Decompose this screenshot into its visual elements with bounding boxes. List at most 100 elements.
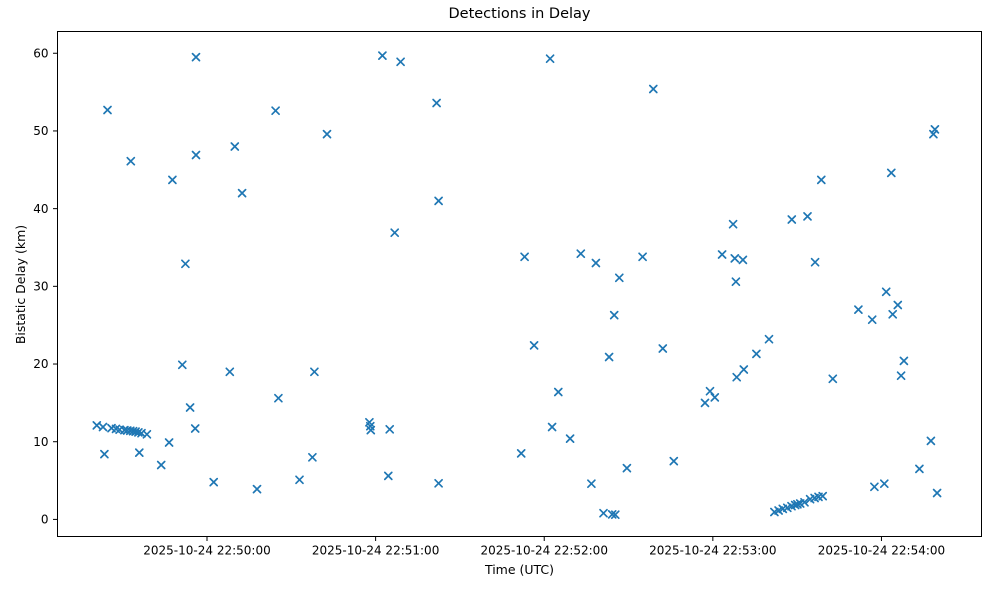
y-tick-label: 20 xyxy=(33,357,48,371)
data-point-marker xyxy=(134,448,144,457)
data-point-marker xyxy=(516,449,526,458)
scatter-points xyxy=(92,51,942,520)
data-point-marker xyxy=(854,305,863,314)
data-point-marker xyxy=(599,508,608,518)
data-point-marker xyxy=(378,51,387,60)
data-point-marker xyxy=(142,429,152,439)
data-point-marker xyxy=(700,398,710,408)
data-point-marker xyxy=(896,371,906,381)
data-point-marker xyxy=(100,449,109,459)
data-point-marker xyxy=(553,387,563,397)
data-point-marker xyxy=(98,422,108,432)
data-point-marker xyxy=(230,142,240,151)
data-point-marker xyxy=(879,479,889,489)
data-point-marker xyxy=(271,106,280,116)
data-point-marker xyxy=(383,471,393,481)
data-point-marker xyxy=(390,228,400,238)
data-point-marker xyxy=(710,393,720,402)
data-point-marker xyxy=(191,52,201,62)
data-point-marker xyxy=(310,367,319,377)
data-point-marker xyxy=(126,156,136,166)
data-point-marker xyxy=(622,463,632,473)
data-point-marker xyxy=(732,372,742,382)
data-point-marker xyxy=(867,315,877,325)
data-point-marker xyxy=(787,215,797,224)
data-point-marker xyxy=(434,478,443,488)
data-point-marker xyxy=(638,252,647,262)
data-point-marker xyxy=(252,484,262,494)
data-point-marker xyxy=(705,386,715,396)
data-point-marker xyxy=(520,252,529,262)
data-point-marker xyxy=(591,258,601,268)
data-point-marker xyxy=(164,438,174,447)
data-point-marker xyxy=(607,510,617,519)
data-point-marker xyxy=(739,365,749,374)
data-point-marker xyxy=(237,188,247,198)
data-point-marker xyxy=(730,254,740,263)
x-tick-label: 2025-10-24 22:50:00 xyxy=(143,543,270,557)
data-point-marker xyxy=(432,98,441,108)
data-point-marker xyxy=(610,510,620,520)
data-point-marker xyxy=(728,219,738,229)
data-point-marker xyxy=(915,464,924,474)
x-tick-label: 2025-10-24 22:53:00 xyxy=(649,543,776,557)
y-tick-label: 30 xyxy=(33,280,48,294)
data-point-marker xyxy=(738,255,748,265)
data-point-marker xyxy=(828,374,838,384)
data-point-marker xyxy=(156,460,166,470)
data-point-marker xyxy=(547,422,557,432)
data-point-marker xyxy=(810,257,820,267)
data-point-marker xyxy=(717,250,727,259)
data-point-marker xyxy=(886,168,896,178)
y-tick-label: 60 xyxy=(33,46,48,60)
x-axis-label: Time (UTC) xyxy=(484,562,555,577)
y-tick-label: 0 xyxy=(41,513,49,527)
axes-frame xyxy=(57,31,982,537)
data-point-marker xyxy=(803,212,812,221)
data-point-marker xyxy=(764,334,774,344)
data-point-marker xyxy=(190,424,200,433)
data-point-marker xyxy=(870,482,879,492)
data-point-marker xyxy=(209,477,219,487)
data-point-marker xyxy=(322,129,332,139)
data-point-marker xyxy=(295,475,304,485)
x-tick-label: 2025-10-24 22:51:00 xyxy=(312,543,439,557)
data-point-marker xyxy=(181,259,190,269)
data-point-marker xyxy=(308,452,317,462)
data-point-marker xyxy=(926,436,936,446)
data-point-marker xyxy=(929,129,938,139)
data-point-marker xyxy=(731,277,741,287)
data-point-marker xyxy=(385,424,395,434)
data-point-marker xyxy=(609,310,619,320)
data-point-marker xyxy=(366,425,376,435)
data-point-marker xyxy=(576,249,586,259)
data-point-marker xyxy=(816,175,826,185)
data-point-marker xyxy=(396,57,405,67)
data-point-marker xyxy=(899,356,909,366)
data-point-marker xyxy=(614,273,624,283)
plot-title: Detections in Delay xyxy=(448,6,591,22)
x-tick-label: 2025-10-24 22:54:00 xyxy=(818,543,945,557)
y-tick-label: 40 xyxy=(33,202,48,216)
data-point-marker xyxy=(818,491,828,501)
data-point-marker xyxy=(103,105,112,115)
data-point-marker xyxy=(604,352,614,362)
data-point-marker xyxy=(185,403,195,412)
data-point-marker xyxy=(669,456,679,466)
data-point-marker xyxy=(648,84,658,94)
data-point-marker xyxy=(881,287,891,297)
data-point-marker xyxy=(658,344,668,353)
data-point-marker xyxy=(434,196,443,206)
data-point-marker xyxy=(932,488,942,498)
y-tick-label: 10 xyxy=(33,435,48,449)
data-point-marker xyxy=(225,367,235,377)
data-point-marker xyxy=(587,479,596,489)
data-point-marker xyxy=(565,434,575,443)
data-point-marker xyxy=(177,360,187,370)
data-point-marker xyxy=(930,125,940,134)
y-axis-label: Bistatic Delay (km) xyxy=(13,224,28,345)
data-point-marker xyxy=(752,349,761,359)
data-point-marker xyxy=(191,150,201,160)
